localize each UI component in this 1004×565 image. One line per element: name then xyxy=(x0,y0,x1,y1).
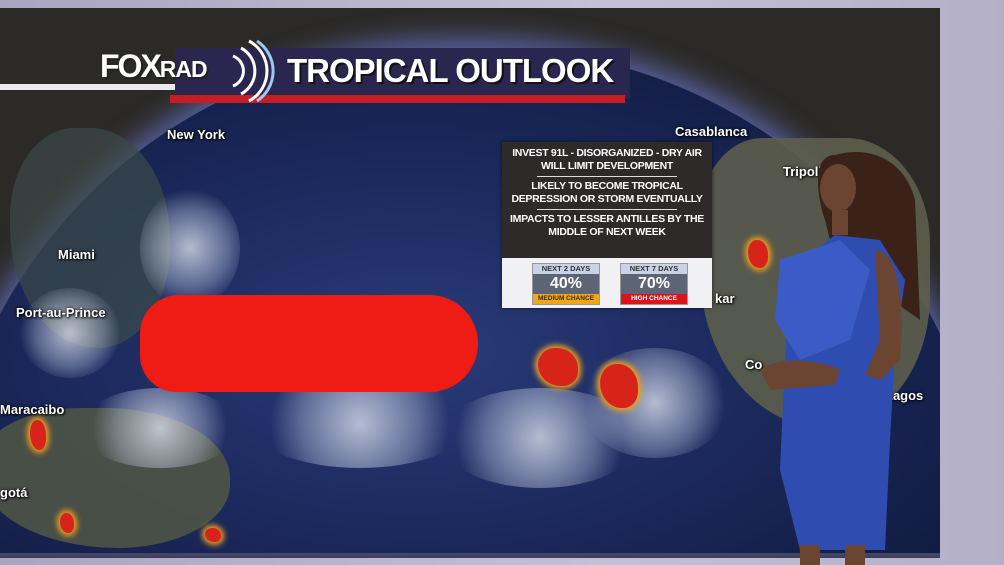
radar-waves-icon xyxy=(232,39,275,103)
storm-cell xyxy=(60,513,74,533)
banner-white-stripe xyxy=(0,84,175,90)
chance-percent: 40% xyxy=(549,275,583,292)
info-line-1: INVEST 91L - DISORGANIZED - DRY AIR WILL… xyxy=(512,147,702,172)
divider xyxy=(537,209,677,210)
city-label-miami: Miami xyxy=(58,247,95,262)
city-label-dakar: kar xyxy=(715,291,735,306)
cloud xyxy=(80,388,240,468)
info-line-2: LIKELY TO BECOME TROPICAL DEPRESSION OR … xyxy=(511,180,703,205)
title-banner: FOXRAD TROPICAL OUTLOOK xyxy=(0,39,630,106)
cloud xyxy=(140,188,240,308)
storm-cell xyxy=(748,240,768,268)
cloud xyxy=(580,348,730,458)
city-label-lagos: Lagos xyxy=(885,388,924,403)
city-label-bogota: gotá xyxy=(0,485,28,500)
chance-level: HIGH CHANCE xyxy=(621,294,687,304)
storm-info-box: INVEST 91L - DISORGANIZED - DRY AIR WILL… xyxy=(502,142,712,308)
city-label-tripoli: Tripoli xyxy=(783,164,822,179)
development-area-high-chance xyxy=(140,295,478,392)
storm-cell xyxy=(600,364,638,408)
storm-cell xyxy=(205,528,221,542)
chance-percent: 70% xyxy=(637,275,671,292)
city-label-conakry: Co xyxy=(745,357,763,372)
foxrad-logo: FOXRAD xyxy=(100,48,208,85)
storm-cell xyxy=(30,420,46,450)
city-label-port-au-prince: Port-au-Prince xyxy=(16,305,106,320)
chance-2-day: NEXT 2 DAYS 40% MEDIUM CHANCE xyxy=(532,263,600,305)
divider xyxy=(537,176,677,177)
logo-text-fox: FOX xyxy=(100,48,162,84)
formation-chances: NEXT 2 DAYS 40% MEDIUM CHANCE NEXT 7 DAY… xyxy=(502,258,712,308)
city-label-maracaibo: Maracaibo xyxy=(0,402,65,417)
chance-7-day: NEXT 7 DAYS 70% HIGH CHANCE xyxy=(620,263,688,305)
info-line-3: IMPACTS TO LESSER ANTILLES BY THE MIDDLE… xyxy=(510,213,704,238)
chance-period: NEXT 7 DAYS xyxy=(621,264,687,274)
cloud xyxy=(20,288,120,378)
city-label-casablanca: Casablanca xyxy=(675,124,748,139)
chance-level: MEDIUM CHANCE xyxy=(533,294,599,304)
chance-period: NEXT 2 DAYS xyxy=(533,264,599,274)
storm-cell xyxy=(538,348,578,386)
meteorologist-presenter xyxy=(760,152,920,565)
cloud xyxy=(250,378,470,468)
page-title: TROPICAL OUTLOOK xyxy=(287,52,614,89)
logo-text-rad: RAD xyxy=(159,56,208,82)
city-label-new-york: New York xyxy=(167,127,226,142)
banner-red-stripe xyxy=(170,95,625,103)
